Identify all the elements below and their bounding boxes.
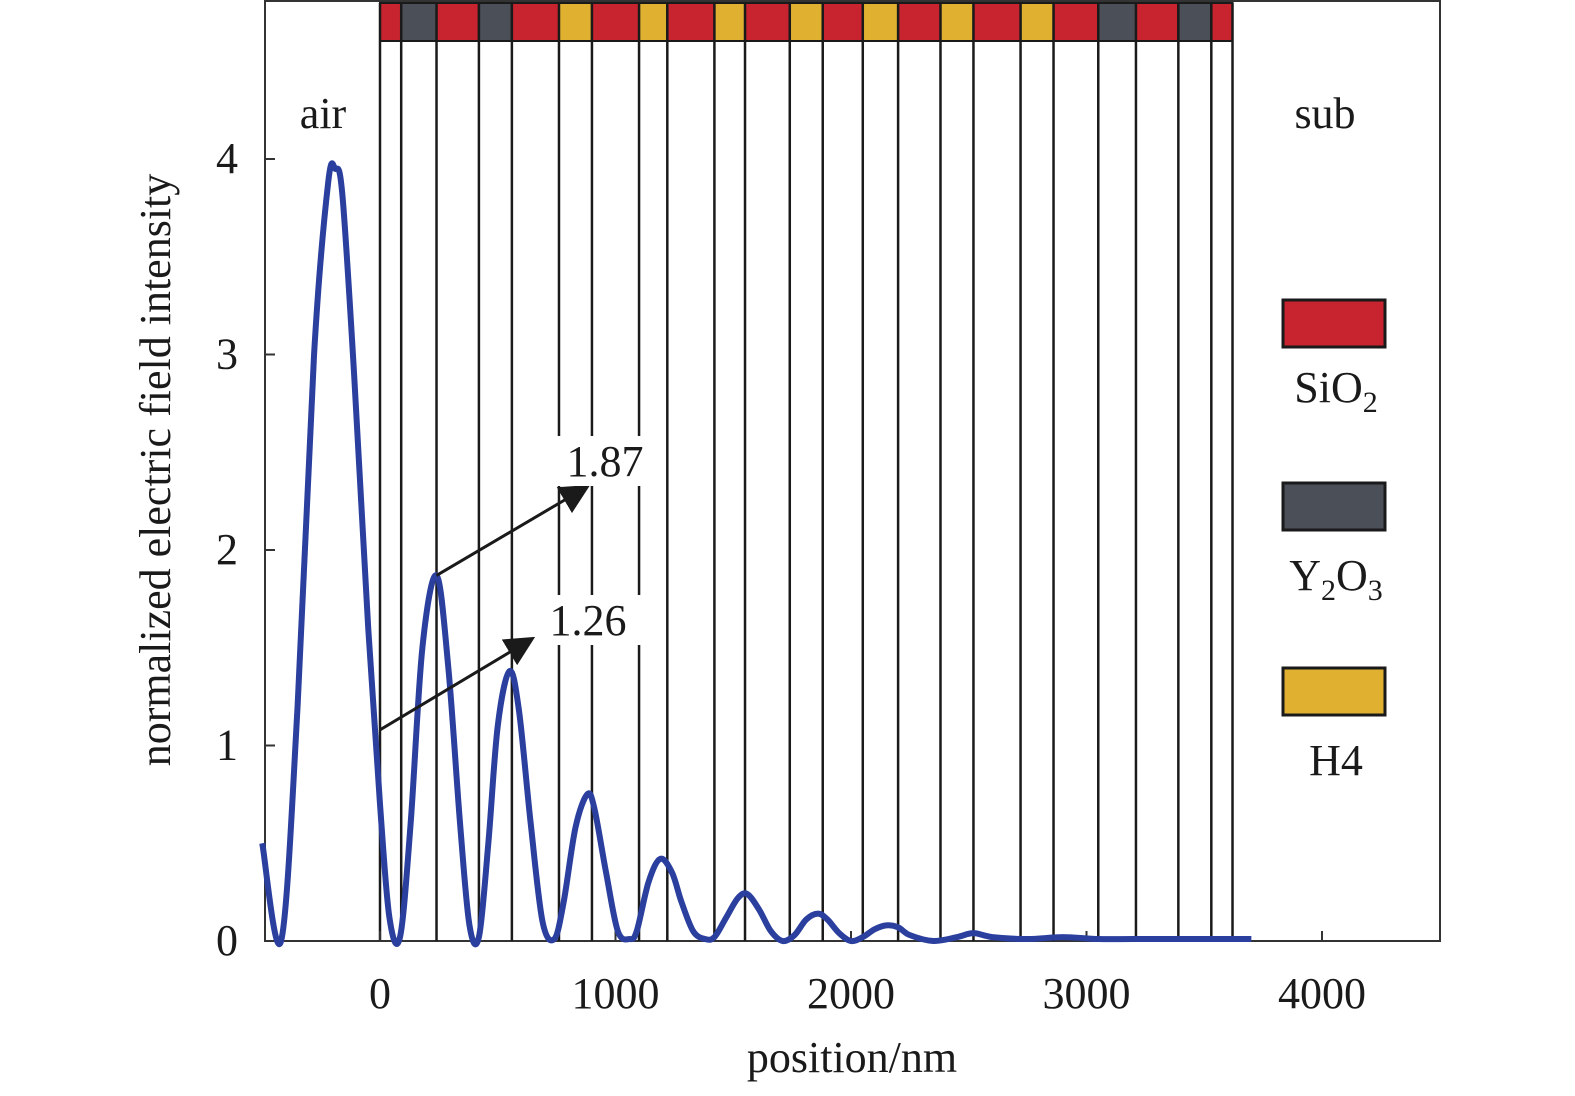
curve-group: [259, 160, 1252, 948]
layer-band-6: [590, 2, 641, 42]
annotation-bg-0: [553, 436, 661, 486]
x-tick-label-0: 0: [369, 969, 391, 1018]
layer-band-5: [557, 2, 593, 42]
legend-swatch-2: [1281, 666, 1387, 717]
x-tick-label-3: 3000: [1043, 969, 1131, 1018]
layer-band-21: [1177, 2, 1213, 42]
legend-label-tail-1: O: [1336, 551, 1368, 600]
layer-band-20: [1134, 2, 1180, 42]
layer-band-1: [400, 2, 438, 42]
annotation-label-0: 1.87: [567, 437, 644, 486]
region-label-air: air: [300, 89, 347, 138]
legend-label-sub-1: 2: [1321, 574, 1336, 607]
y-tick-label-1: 1: [216, 721, 238, 770]
annotation-group: 1.87 1.26: [379, 436, 661, 732]
annotation-arrow-1: [379, 636, 536, 732]
layer-band-0: [379, 2, 403, 42]
legend-swatch-0: [1281, 298, 1387, 349]
y-tick-label-4: 4: [216, 134, 238, 183]
y-tick-label-0: 0: [216, 916, 238, 965]
legend-label-sub-0: 2: [1363, 386, 1378, 419]
y-tick-label-3: 3: [216, 330, 238, 379]
layer-band-9: [713, 2, 747, 42]
legend-label-2: H4: [1309, 736, 1363, 785]
layer-band-15: [939, 2, 975, 42]
layer-band-12: [821, 2, 864, 42]
annotation-label-1: 1.26: [550, 596, 627, 645]
layer-band-11: [788, 2, 824, 42]
legend-swatch-1: [1281, 481, 1387, 532]
legend-label-sub2-1: 3: [1368, 574, 1383, 607]
layer-band-4: [510, 2, 560, 42]
y-axis-label: normalized electric field intensity: [131, 174, 180, 767]
legend-label-1: Y2O3: [1289, 551, 1383, 607]
y-tick-label-2: 2: [216, 525, 238, 574]
layer-band-16: [972, 2, 1022, 42]
plot-frame: [264, 0, 1441, 942]
annotation-bg-1: [536, 595, 644, 645]
series-line-0: [259, 160, 1252, 948]
layer-band-13: [861, 2, 900, 42]
legend-label-main-0: SiO: [1294, 363, 1362, 412]
region-label-sub: sub: [1294, 89, 1355, 138]
layer-band-17: [1019, 2, 1055, 42]
legend-label-main-2: H4: [1309, 736, 1363, 785]
layer-band-8: [666, 2, 716, 42]
legend-label-main-1: Y: [1289, 551, 1321, 600]
layer-band-7: [638, 2, 669, 42]
axes-group: 0 1000 2000 3000 4000 0 1 2 3 4: [216, 134, 1366, 1018]
layer-band-group: [379, 2, 1234, 42]
annotation-arrow-0: [435, 484, 591, 577]
layer-band-14: [897, 2, 942, 42]
layer-boundary-group: [378, 3, 1234, 941]
layer-band-22: [1210, 2, 1234, 42]
legend-label-0: SiO2: [1294, 363, 1377, 419]
layer-band-19: [1097, 2, 1137, 42]
x-axis-label: position/nm: [747, 1033, 957, 1082]
layer-band-18: [1052, 2, 1100, 42]
layer-band-10: [744, 2, 791, 42]
region-label-group: air sub: [300, 89, 1356, 138]
layer-band-2: [435, 2, 480, 42]
x-tick-label-1: 1000: [572, 969, 660, 1018]
x-tick-label-2: 2000: [807, 969, 895, 1018]
x-tick-label-4: 4000: [1278, 969, 1366, 1018]
layer-band-3: [477, 2, 513, 42]
